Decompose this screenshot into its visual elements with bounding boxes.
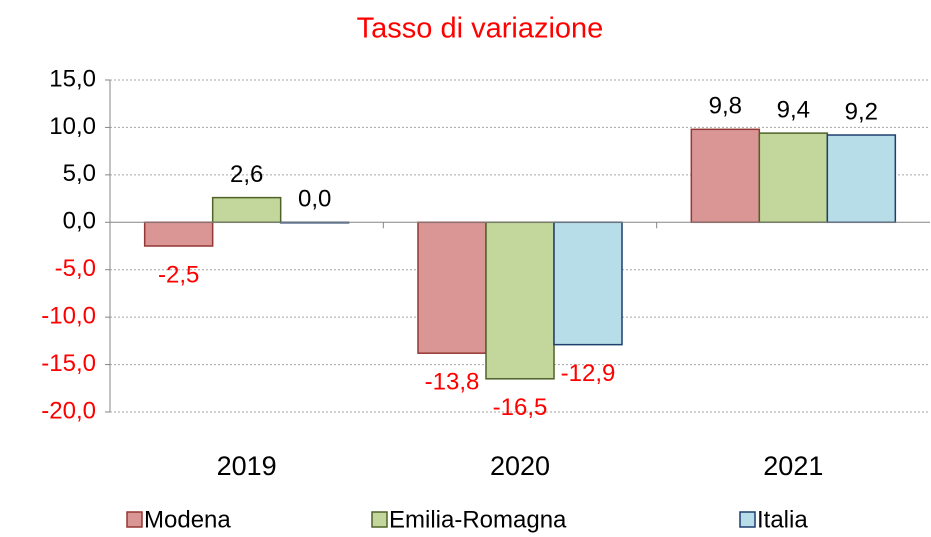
data-label: -13,8 [425, 369, 480, 396]
data-label: -12,9 [561, 360, 616, 387]
bar [485, 221, 555, 380]
bar [826, 134, 897, 224]
y-tick-label: 10,0 [49, 113, 96, 140]
data-label: 2,6 [230, 161, 263, 188]
y-tick-label: 15,0 [49, 65, 96, 92]
y-tick-label: 5,0 [63, 160, 96, 187]
y-tick-label: -15,0 [41, 350, 96, 377]
x-tick-label: 2020 [490, 451, 550, 481]
y-tick-label: 0,0 [63, 208, 96, 235]
legend-swatch [126, 511, 143, 528]
y-tick-label: -20,0 [41, 397, 96, 424]
bar [211, 196, 282, 224]
legend-swatch [371, 511, 388, 528]
data-label: -16,5 [493, 394, 548, 421]
data-label: 9,4 [777, 96, 810, 123]
y-tick-label: -5,0 [55, 255, 96, 282]
legend-swatch [739, 511, 756, 528]
legend-label: Emilia-Romagna [389, 506, 567, 533]
data-label: 9,8 [709, 93, 742, 120]
chart-title: Tasso di variazione [357, 13, 604, 45]
bar [758, 132, 829, 224]
data-label: -2,5 [158, 261, 199, 288]
data-label: 9,2 [845, 98, 878, 125]
bar [553, 221, 623, 346]
bar [417, 221, 487, 354]
bar [690, 128, 761, 224]
data-label: 0,0 [298, 186, 331, 213]
bar [143, 221, 214, 247]
x-tick-label: 2021 [763, 451, 823, 481]
x-tick-label: 2019 [217, 451, 277, 481]
y-tick-label: -10,0 [41, 302, 96, 329]
legend-label: Modena [144, 506, 231, 533]
legend-label: Italia [757, 506, 808, 533]
